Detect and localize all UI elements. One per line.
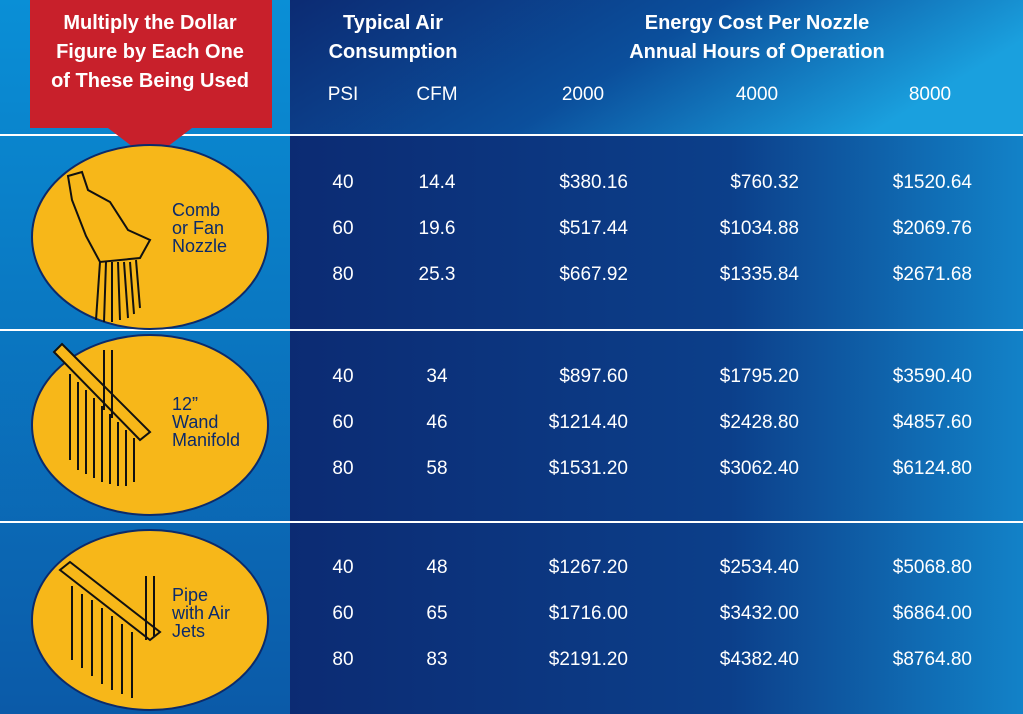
table-cell: $1531.20 <box>549 459 628 478</box>
page: Multiply the Dollar Figure by Each One of … <box>0 0 1023 714</box>
column-header: CFM <box>416 85 457 104</box>
callout-line: of These Being Used <box>51 71 249 91</box>
table-cell: 83 <box>426 650 447 669</box>
table-cell: 19.6 <box>419 219 456 238</box>
table-cell: 14.4 <box>419 173 456 192</box>
table-cell: 60 <box>332 219 353 238</box>
table-cell: $5068.80 <box>893 558 972 577</box>
table-cell: 48 <box>426 558 447 577</box>
table-cell: 46 <box>426 413 447 432</box>
table-cell: $897.60 <box>559 367 628 386</box>
air-title: Consumption <box>329 42 458 62</box>
nozzle-label: Wand <box>172 413 218 431</box>
cost-title: Annual Hours of Operation <box>629 42 885 62</box>
column-header: 2000 <box>562 85 604 104</box>
nozzle-label: Pipe <box>172 586 208 604</box>
table-cell: $1520.64 <box>893 173 972 192</box>
nozzle-label: or Fan <box>172 219 224 237</box>
table-cell: $6864.00 <box>893 604 972 623</box>
table-cell: $1335.84 <box>720 265 799 284</box>
table-cell: $3590.40 <box>893 367 972 386</box>
table-cell: 65 <box>426 604 447 623</box>
table-cell: $6124.80 <box>893 459 972 478</box>
table-cell: 80 <box>332 459 353 478</box>
cost-title: Energy Cost Per Nozzle <box>645 13 870 33</box>
table-cell: 80 <box>332 650 353 669</box>
table-cell: $2191.20 <box>549 650 628 669</box>
nozzle-label: Comb <box>172 201 220 219</box>
column-header: 4000 <box>736 85 778 104</box>
nozzle-label: Jets <box>172 622 205 640</box>
table-cell: $2534.40 <box>720 558 799 577</box>
table-cell: $4382.40 <box>720 650 799 669</box>
table-cell: $8764.80 <box>893 650 972 669</box>
callout-line: Figure by Each One <box>56 42 244 62</box>
background <box>0 0 1023 714</box>
table-cell: $760.32 <box>730 173 799 192</box>
nozzle-label: Manifold <box>172 431 240 449</box>
table-cell: 40 <box>332 558 353 577</box>
table-cell: $517.44 <box>559 219 628 238</box>
table-cell: $2671.68 <box>893 265 972 284</box>
nozzle-label: with Air <box>172 604 230 622</box>
table-cell: $2069.76 <box>893 219 972 238</box>
table-cell: 80 <box>332 265 353 284</box>
table-cell: $667.92 <box>559 265 628 284</box>
table-cell: 58 <box>426 459 447 478</box>
table-cell: $1034.88 <box>720 219 799 238</box>
table-cell: 40 <box>332 367 353 386</box>
table-cell: $1795.20 <box>720 367 799 386</box>
table-cell: 60 <box>332 604 353 623</box>
nozzle-label: 12” <box>172 395 198 413</box>
air-title: Typical Air <box>343 13 443 33</box>
table-cell: $4857.60 <box>893 413 972 432</box>
nozzle-label: Nozzle <box>172 237 227 255</box>
column-header: PSI <box>328 85 359 104</box>
table-cell: 40 <box>332 173 353 192</box>
table-cell: 60 <box>332 413 353 432</box>
table-cell: $3062.40 <box>720 459 799 478</box>
table-cell: $2428.80 <box>720 413 799 432</box>
table-cell: $380.16 <box>559 173 628 192</box>
table-cell: $1716.00 <box>549 604 628 623</box>
table-cell: 25.3 <box>419 265 456 284</box>
table-cell: $3432.00 <box>720 604 799 623</box>
table-cell: $1214.40 <box>549 413 628 432</box>
table-cell: $1267.20 <box>549 558 628 577</box>
table-cell: 34 <box>426 367 447 386</box>
callout-line: Multiply the Dollar <box>63 13 236 33</box>
column-header: 8000 <box>909 85 951 104</box>
